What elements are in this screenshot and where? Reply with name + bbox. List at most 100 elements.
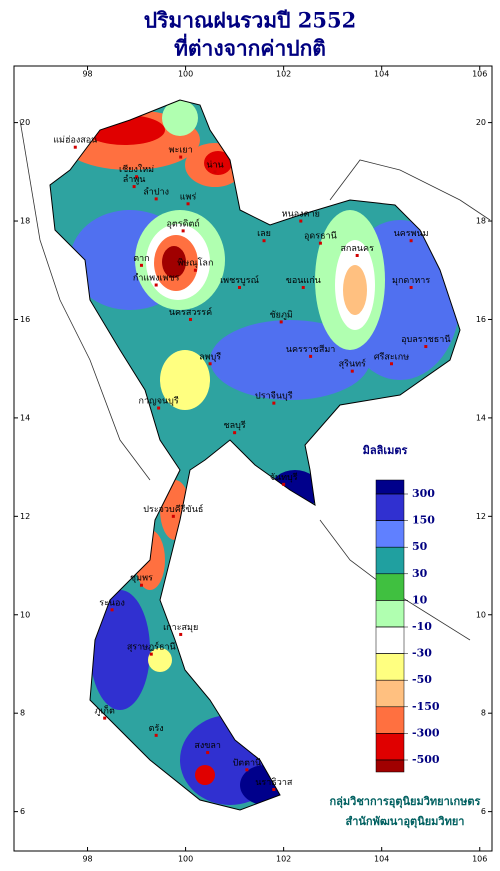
place-label: น่าน [206,160,223,170]
place-marker [282,482,286,486]
place-marker [272,787,276,791]
place-label: เลย [257,229,271,239]
legend-label: -300 [412,726,440,739]
place-marker [299,219,303,223]
place-marker [309,354,313,358]
place-label: นครสวรรค์ [169,306,212,318]
place-marker [355,253,359,257]
place-label: พิษณุโลก [177,258,213,269]
place-marker [272,401,276,405]
place-label: จันทบุรี [270,472,298,483]
place-marker [262,239,266,243]
x-tick-label: 98 [82,70,92,79]
legend-label: -30 [412,647,432,660]
legend-label: 50 [412,540,428,553]
place-label: ปัตตานี [233,757,262,768]
neighbor-border [19,119,491,641]
place-label: ระนอง [99,598,125,608]
x-tick-label: 100 [178,855,193,864]
place-label: อุบลราชธานี [401,334,450,345]
place-marker [139,583,143,587]
place-label: นราธิวาส [255,777,293,788]
place-marker [154,197,158,201]
place-marker [149,652,153,656]
place-label: สกลนคร [340,244,374,254]
place-label: ประจวบคีรีขันธ์ [143,503,203,515]
place-marker [350,369,354,373]
legend-swatch [375,706,405,734]
place-marker [409,239,413,243]
y-tick-label: 8 [481,709,486,718]
x-tick-label: 106 [472,855,487,864]
legend-label: -50 [412,673,432,686]
title-line: ที่ต่างจากค่าปกติ [174,33,326,61]
place-marker [179,632,183,636]
place-label: เพชรบูรณ์ [220,274,259,286]
place-label: ชัยภูมิ [270,309,293,320]
place-label: ลพบุรี [199,351,221,362]
y-tick-label: 10 [20,610,30,619]
x-tick-label: 102 [276,855,291,864]
legend-swatch [375,733,405,761]
y-tick-label: 20 [20,118,30,127]
x-tick-label: 106 [472,70,487,79]
place-label: กาญจนบุรี [139,396,179,407]
legend-swatch [375,546,405,575]
legend-swatch [375,600,405,628]
place-marker [238,285,242,289]
legend-swatch [375,679,405,708]
y-tick-label: 8 [20,709,25,718]
legend-label: 10 [412,593,428,606]
legend-label: -10 [412,620,432,633]
place-label: ตรัง [149,724,164,734]
credit: สำนักพัฒนาอุตุนิยมวิทยา [346,815,465,829]
y-tick-label: 12 [20,512,30,521]
y-tick-label: 16 [476,315,486,324]
place-marker [206,751,210,755]
place-label: พะเยา [169,146,193,156]
place-marker [409,285,413,289]
place-marker [73,145,77,149]
place-label: เกาะสมุย [163,623,198,633]
legend-swatch [375,759,405,773]
place-marker [188,317,192,321]
legend-label: -150 [412,700,440,713]
place-label: ชุมพร [130,574,153,584]
place-marker [171,514,175,518]
place-label: นครพนม [394,229,429,239]
place-label: ศรีสะเกษ [374,351,409,362]
x-tick-label: 104 [374,70,389,79]
place-label: มุกดาหาร [392,276,430,286]
legend-title: มิลลิเมตร [363,444,408,457]
place-label: อุตรดิตถ์ [167,217,200,229]
place-marker [103,716,107,720]
legend-swatch [375,520,405,548]
title-line: ปริมาณฝนรวมปี 2552 [144,8,356,33]
y-tick-label: 20 [476,118,486,127]
place-label: ภูเก็ต [95,704,115,717]
legend-swatch [375,493,405,521]
place-marker [132,185,136,189]
y-tick-label: 16 [20,315,30,324]
x-tick-label: 102 [276,70,291,79]
place-label: ขอนแก่น [286,276,321,286]
legend-swatch [375,626,405,654]
place-label: สุรินทร์ [339,358,366,370]
place-label: สงขลา [194,741,221,751]
y-tick-label: 14 [476,413,486,422]
y-tick-label: 14 [20,413,30,422]
y-tick-label: 18 [20,217,30,226]
y-tick-label: 12 [476,512,486,521]
place-marker [181,229,185,233]
place-marker [389,362,393,366]
place-marker [193,268,197,272]
place-marker [154,733,158,737]
y-tick-label: 10 [476,610,486,619]
legend-label: 300 [412,487,435,500]
place-marker [208,362,212,366]
x-tick-label: 104 [374,855,389,864]
y-tick-label: 6 [20,807,25,816]
place-label: แม่ฮ่องสอน [53,136,97,146]
place-label: ลำปาง [143,186,169,197]
